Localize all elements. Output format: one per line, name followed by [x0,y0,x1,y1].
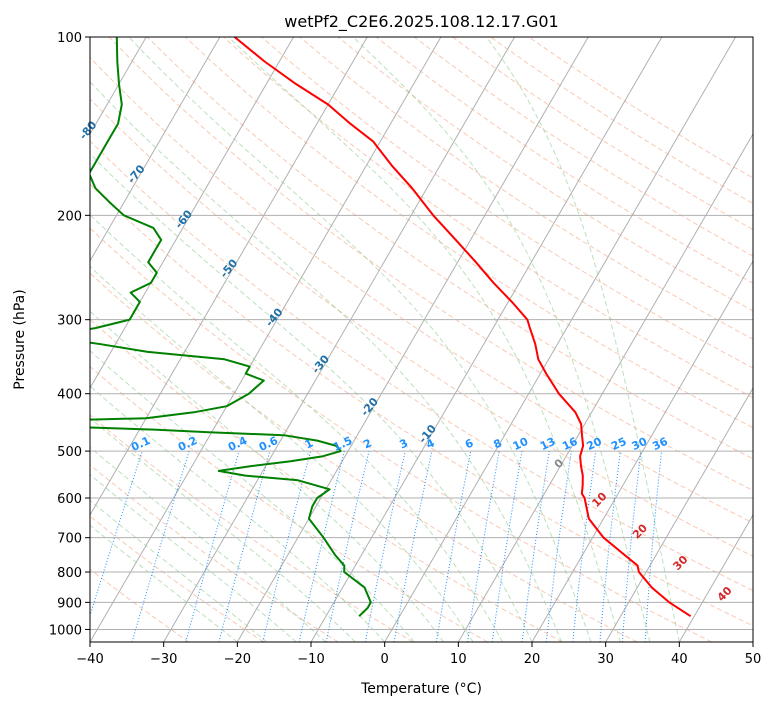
isotherm-gridline [310,37,663,642]
moist-adiabat [352,37,651,642]
dry-adiabat [184,37,753,429]
mixing-ratio-line [218,450,271,642]
moist-adiabat [128,37,592,642]
dry-adiabat [90,140,753,592]
plot-area [0,37,753,642]
dry-adiabat [90,272,638,642]
mixing-ratio-line [90,450,143,618]
y-tick-label: 400 [57,388,82,403]
plot-background [90,37,753,642]
axis-ticks: −40 −30 −20 −10 0 10 20 30 40 50 100 200 300 400 500 60… [49,31,761,667]
dry-adiabat [261,37,753,369]
isotherm-gridline [678,513,753,642]
dry-adiabat [90,183,753,627]
plot-frame [89,36,754,643]
mixing-ratio-label: 10 [511,435,531,453]
y-tick-label: 1000 [49,623,82,638]
x-tick-label: −30 [150,652,177,667]
x-tick-label: 10 [450,652,467,667]
mixing-ratio-line [491,451,523,642]
isotherm-gridline [531,259,753,642]
dry-adiabat [90,318,563,642]
moist-adiabat [90,213,503,642]
isotherm-gridline [752,641,753,642]
y-tick-label: 600 [57,492,82,507]
dry-adiabat [90,515,264,642]
x-tick-label: 40 [671,652,688,667]
mixing-ratio-line [131,450,190,642]
x-tick-label: 0 [381,652,389,667]
y-tick-label: 100 [57,31,82,46]
mixing-ratio-label: 16 [560,435,580,453]
dry-adiabat [223,37,753,399]
moist-adiabat [228,37,621,642]
mixing-ratio-label: 20 [585,435,605,453]
mixing-ratio-line [521,451,550,642]
isotherm-gridline [236,37,589,642]
mixing-ratio-line [325,450,370,642]
mixing-ratio-line [185,450,240,642]
y-tick-label: 500 [57,445,82,460]
dewpoint-profile [90,37,372,617]
isotherm-gridline [384,37,736,642]
mixing-ratio-label: 36 [650,435,670,453]
y-tick-label: 800 [57,566,82,581]
moist-adiabat [90,417,356,642]
dry-adiabat [90,56,753,524]
x-axis-title: Temperature (°C) [360,681,482,697]
mixing-ratio-line [644,451,663,642]
x-tick-label: −10 [297,652,324,667]
x-tick-label: 30 [597,652,614,667]
mixing-ratio-label: 25 [609,435,628,453]
isotherm-gridline [605,386,753,642]
x-tick-label: −40 [76,652,103,667]
mixing-ratio-line [393,450,433,642]
dry-adiabat [108,37,753,492]
mixing-ratio-line [545,451,572,642]
moist-adiabat [90,153,533,642]
y-axis-title: Pressure (hPa) [12,289,28,389]
mixing-ratio-label: 13 [538,435,557,453]
isotherm-gridline [90,37,294,389]
dry-adiabat [90,414,414,642]
mixing-ratio-line [262,450,311,642]
moist-adiabat [485,37,680,642]
mixing-ratio-line [298,450,345,642]
moist-adiabat [90,265,474,642]
mixing-ratio-line [364,450,406,642]
dry-adiabat [90,365,488,642]
dry-adiabat [90,227,712,642]
x-tick-label: 20 [524,652,541,667]
moist-adiabat [90,310,444,642]
y-tick-label: 200 [57,209,82,224]
moist-adiabat [90,499,268,642]
mixing-ratio-line [621,451,642,642]
mixing-ratio-line [599,451,621,642]
y-tick-label: 900 [57,596,82,611]
moist-adiabat [90,524,238,642]
x-tick-label: −20 [224,652,251,667]
isotherm-gridline [0,37,73,642]
isotherm-gridline [457,132,753,642]
moist-adiabat [90,446,327,642]
dry-adiabat [375,37,753,284]
isotherm-gridline [163,37,515,642]
moist-adiabat [90,81,562,642]
isotherm-gridline [90,37,221,262]
dry-adiabat [90,568,190,642]
mixing-ratio-line [572,451,597,642]
moist-adiabat [90,350,415,642]
y-tick-label: 700 [57,532,82,547]
chart-title: wetPf2_C2E6.2025.108.12.17.G01 [284,12,558,32]
isotherm-gridline [90,37,368,516]
x-tick-label: 50 [745,652,762,667]
isotherm-gridline [90,37,442,642]
mixing-ratio-label: 30 [630,435,650,453]
moist-adiabat [90,385,386,642]
temperature-profile [233,37,692,618]
y-tick-label: 300 [57,314,82,329]
